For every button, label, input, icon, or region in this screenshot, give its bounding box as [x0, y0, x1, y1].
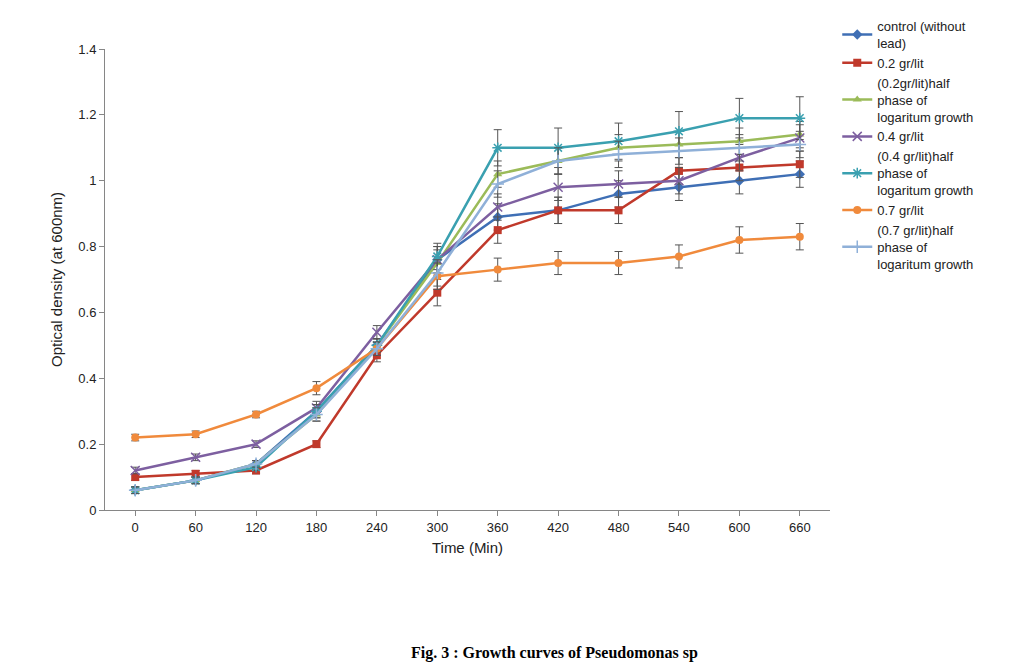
- svg-text:0.8: 0.8: [78, 239, 96, 254]
- svg-text:0: 0: [132, 520, 139, 535]
- svg-text:0.7 gr/lit: 0.7 gr/lit: [877, 203, 924, 218]
- svg-text:0.2 gr/lit: 0.2 gr/lit: [877, 56, 924, 71]
- svg-text:0.2: 0.2: [78, 437, 96, 452]
- svg-text:180: 180: [306, 520, 328, 535]
- svg-text:Time (Min): Time (Min): [432, 539, 503, 556]
- svg-text:(0.2gr/lit)halfphase oflogarit: (0.2gr/lit)halfphase oflogaritum growth: [877, 76, 973, 125]
- svg-text:480: 480: [608, 520, 630, 535]
- svg-text:360: 360: [487, 520, 509, 535]
- svg-text:control (withoutlead): control (withoutlead): [877, 19, 966, 51]
- svg-text:120: 120: [245, 520, 267, 535]
- svg-text:Fig. 3 : Growth curves of Pseu: Fig. 3 : Growth curves of Pseudomonas sp: [411, 644, 698, 662]
- svg-text:1.4: 1.4: [78, 42, 96, 57]
- svg-text:240: 240: [366, 520, 388, 535]
- svg-text:1: 1: [89, 173, 96, 188]
- svg-text:540: 540: [668, 520, 690, 535]
- svg-text:300: 300: [426, 520, 448, 535]
- svg-text:(0.4 gr/lit)halfphase oflogari: (0.4 gr/lit)halfphase oflogaritum growth: [877, 149, 973, 198]
- svg-text:60: 60: [188, 520, 202, 535]
- svg-text:0: 0: [89, 503, 96, 518]
- svg-text:0.6: 0.6: [78, 305, 96, 320]
- svg-text:420: 420: [547, 520, 569, 535]
- svg-text:Optical density (at 600nm): Optical density (at 600nm): [48, 192, 65, 367]
- svg-text:0.4 gr/lit: 0.4 gr/lit: [877, 129, 924, 144]
- svg-text:660: 660: [789, 520, 811, 535]
- svg-text:600: 600: [729, 520, 751, 535]
- svg-text:1.2: 1.2: [78, 107, 96, 122]
- svg-text:0.4: 0.4: [78, 371, 96, 386]
- svg-text:(0.7 gr/lit)halfphase oflogari: (0.7 gr/lit)halfphase oflogaritum growth: [877, 223, 973, 272]
